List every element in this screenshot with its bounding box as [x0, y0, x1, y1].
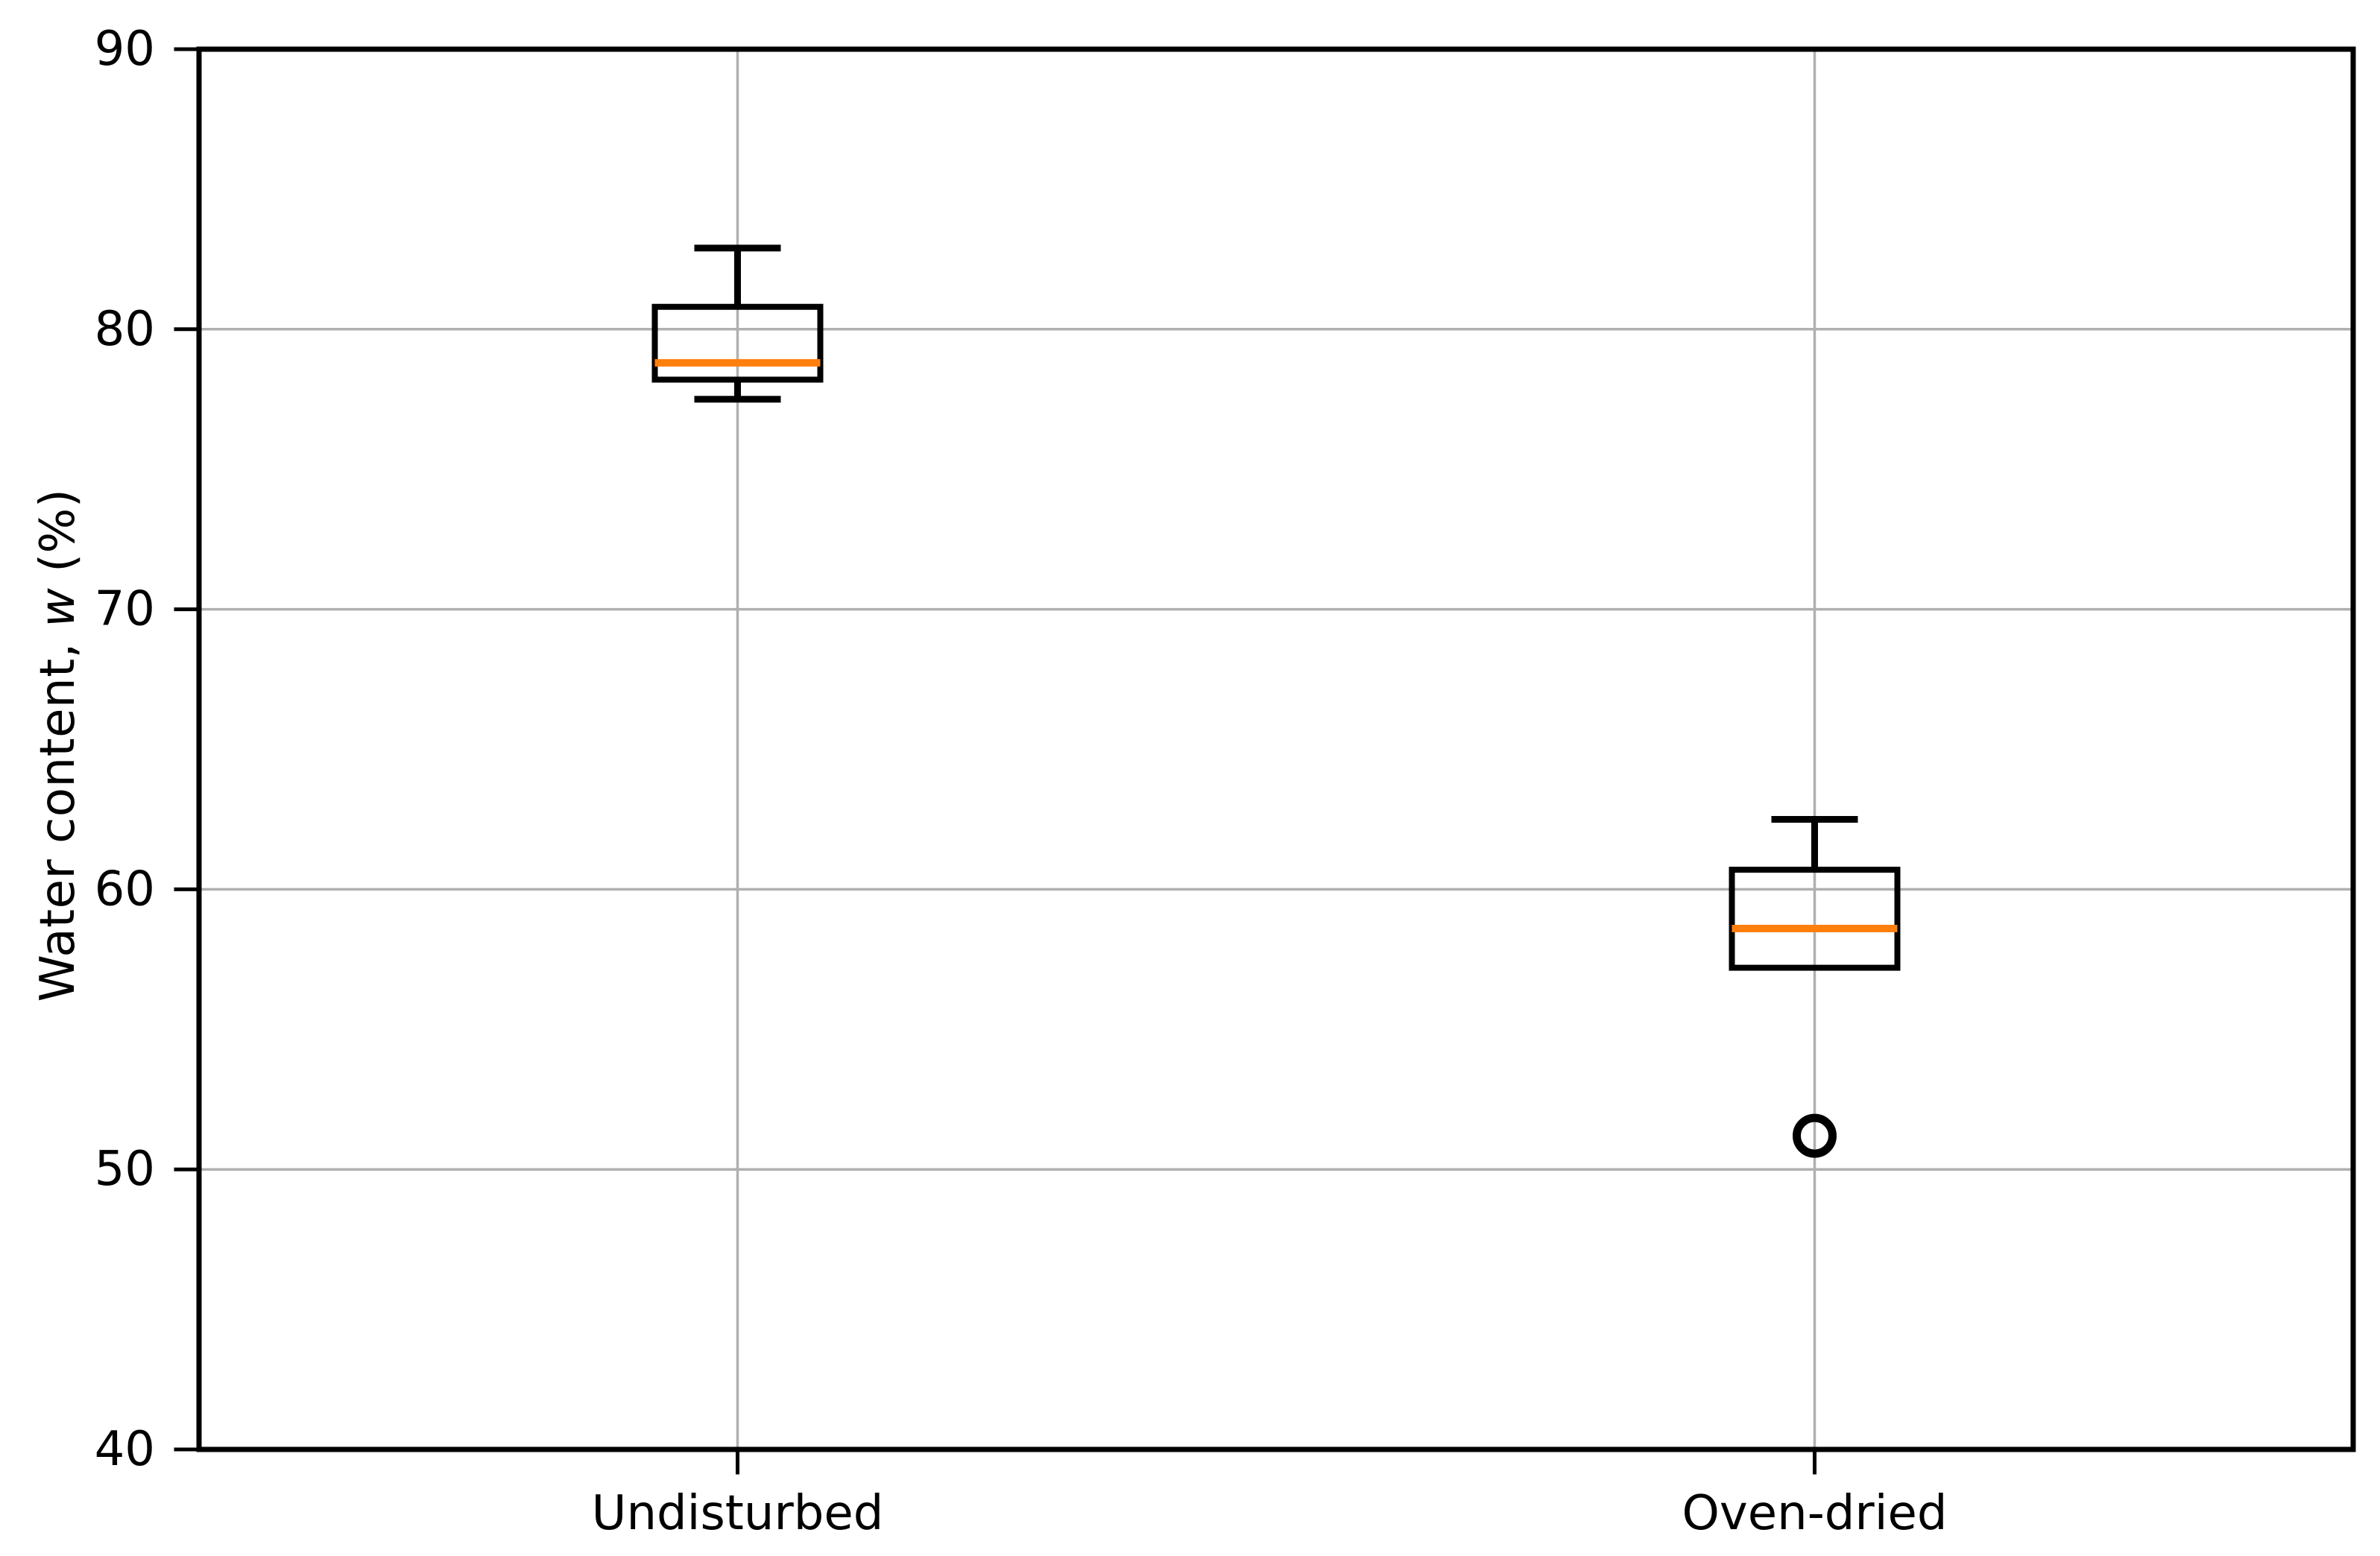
y-tick-label-60: 60 — [95, 861, 155, 917]
x-tick-label-undisturbed: Undisturbed — [592, 1486, 884, 1541]
y-axis-label-text: Water content, — [31, 627, 86, 1002]
y-tick-label-90: 90 — [95, 22, 155, 77]
y-tick-label-40: 40 — [95, 1422, 155, 1477]
y-tick-label-80: 80 — [95, 302, 155, 357]
box-undisturbed — [651, 303, 824, 383]
y-tick-label-70: 70 — [95, 582, 155, 637]
plot-border — [196, 46, 2356, 1452]
y-axis-label: Water content, w (%) — [31, 489, 86, 1002]
y-axis-label-units: (%) — [31, 488, 86, 588]
y-tick-label-50: 50 — [95, 1142, 155, 1197]
y-axis-label-symbol: w — [31, 587, 86, 627]
outlier-marker-oven-dried-0 — [1793, 1113, 1837, 1158]
box-oven-dried — [1729, 867, 1901, 971]
x-tick-label-oven-dried: Oven-dried — [1682, 1486, 1948, 1541]
